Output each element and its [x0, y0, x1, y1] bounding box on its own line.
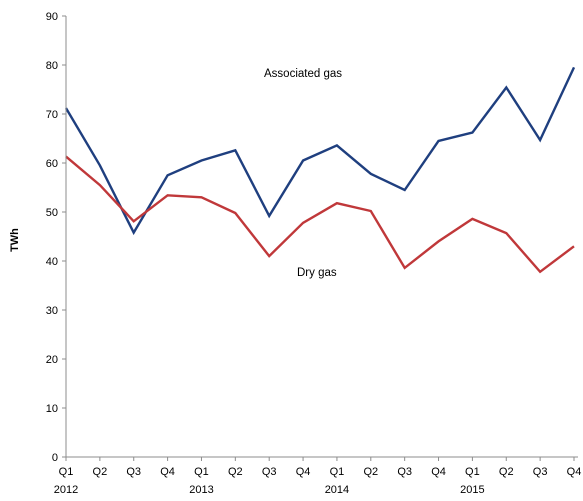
y-tick-label: 70: [46, 109, 58, 121]
x-tick-label: Q4: [431, 466, 446, 478]
x-year-label: 2015: [460, 484, 484, 496]
x-tick-label: Q1: [465, 466, 480, 478]
y-tick-label: 0: [52, 452, 58, 464]
y-tick-label: 90: [46, 11, 58, 23]
y-axis-ticks: 0 10 20 30 40 50 60 70 80 90: [46, 11, 66, 464]
x-tick-label: Q3: [533, 466, 548, 478]
x-tick-label: Q4: [160, 466, 175, 478]
x-year-label: 2012: [54, 484, 78, 496]
x-tick-label: Q1: [330, 466, 345, 478]
y-tick-label: 60: [46, 158, 58, 170]
x-tick-label: Q2: [363, 466, 378, 478]
series-line-dry-gas: [65, 155, 575, 274]
y-tick-label: 10: [46, 403, 58, 415]
series-label-dry-gas: Dry gas: [297, 267, 337, 279]
series-line-associated-gas: [64, 66, 576, 236]
y-axis-title: TWh: [9, 228, 21, 252]
x-tick-label: Q1: [59, 466, 74, 478]
series-layer: [64, 66, 576, 274]
x-tick-label: Q3: [126, 466, 141, 478]
x-tick-label: Q3: [397, 466, 412, 478]
x-tick-label: Q2: [499, 466, 514, 478]
x-year-label: 2014: [325, 484, 349, 496]
x-tick-label: Q4: [296, 466, 311, 478]
x-tick-label: Q1: [194, 466, 209, 478]
y-tick-label: 20: [46, 354, 58, 366]
y-tick-label: 40: [46, 256, 58, 268]
y-tick-label: 50: [46, 207, 58, 219]
y-tick-label: 80: [46, 60, 58, 72]
y-tick-label: 30: [46, 305, 58, 317]
x-year-label: 2013: [189, 484, 213, 496]
x-tick-label: Q2: [93, 466, 108, 478]
series-label-associated-gas: Associated gas: [264, 68, 342, 80]
x-tick-label: Q2: [228, 466, 243, 478]
x-tick-label: Q3: [262, 466, 277, 478]
x-axis-ticks: Q1 Q2 Q3 Q4 Q1 Q2 Q3 Q4 Q1 Q2 Q3 Q4 Q1 Q2 Q3 Q4 2012 2013…: [54, 457, 582, 496]
x-tick-label: Q4: [567, 466, 582, 478]
